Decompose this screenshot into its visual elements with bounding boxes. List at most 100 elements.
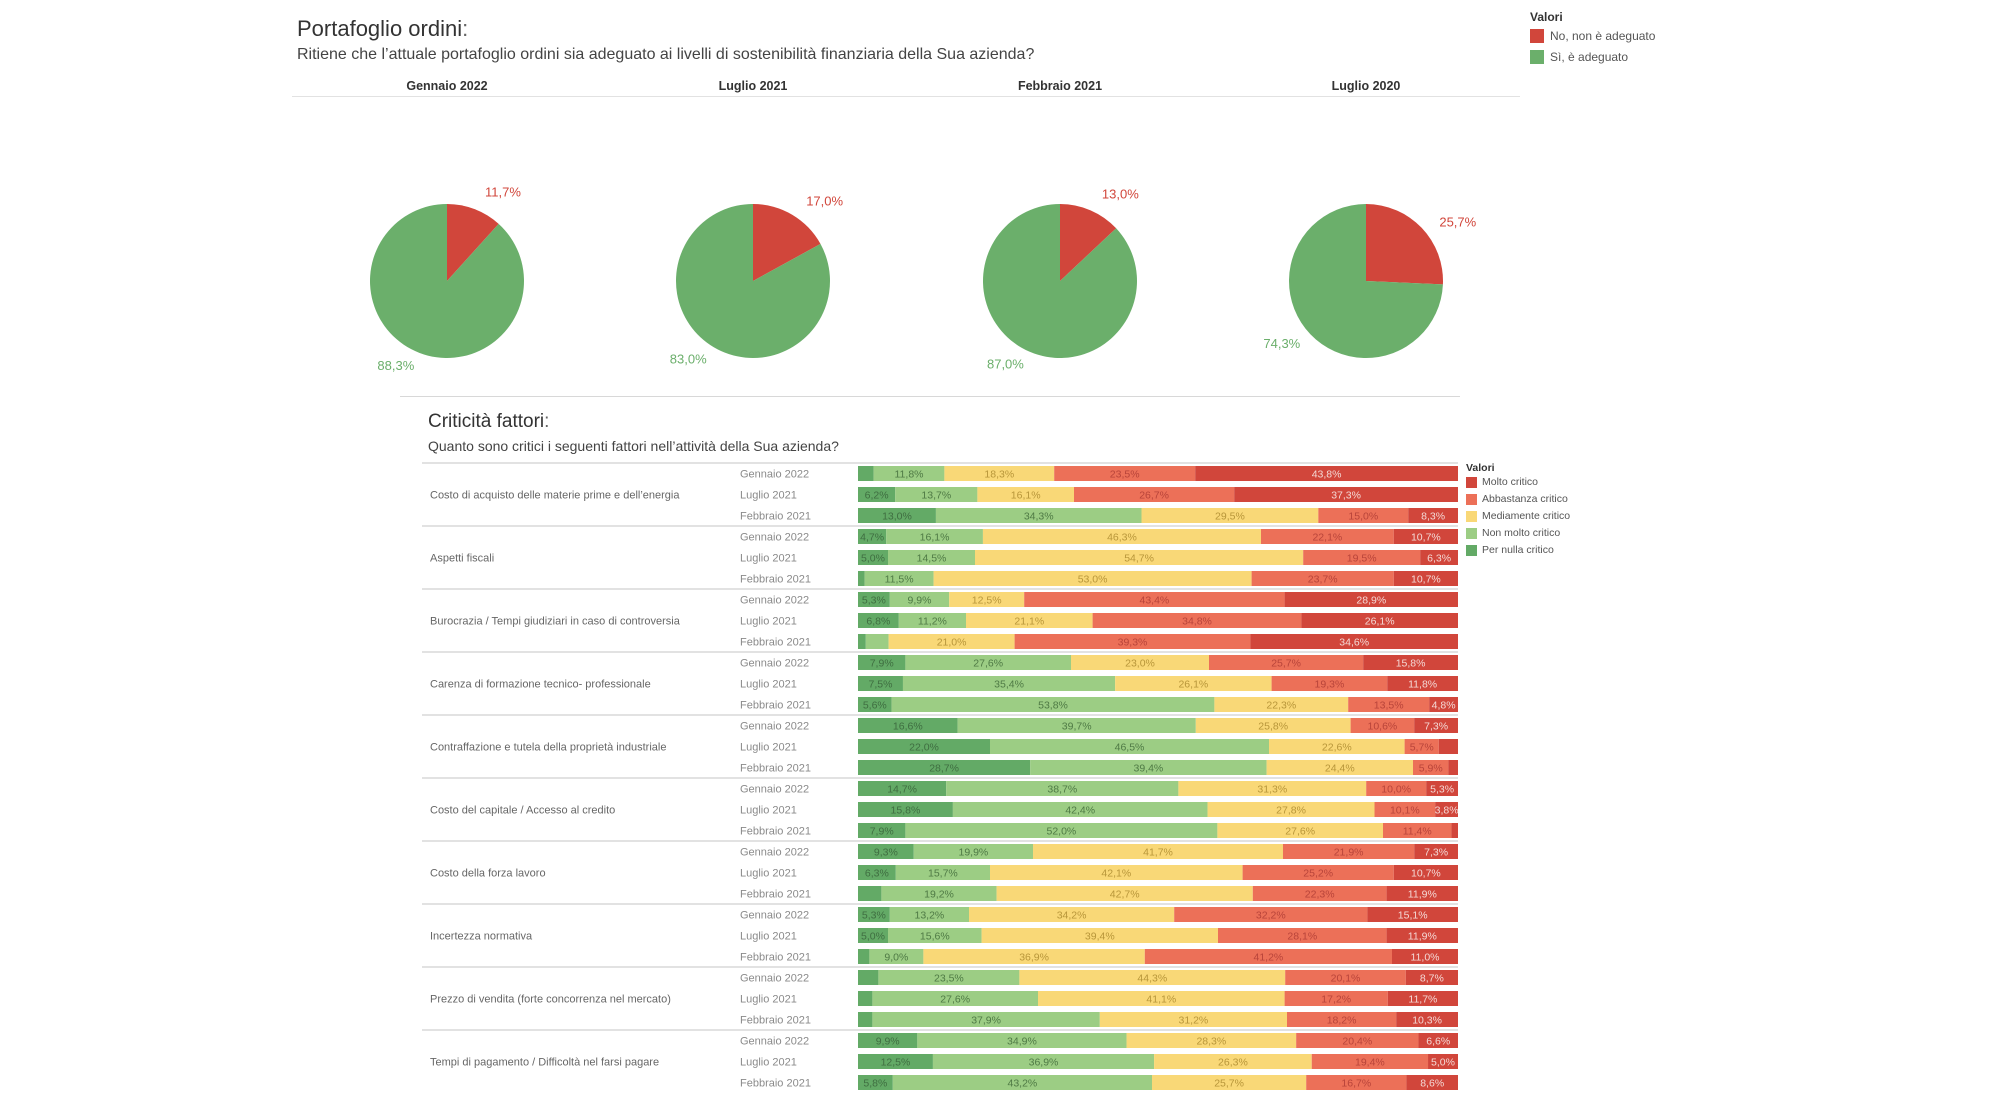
bar-segment-abbastanza-critico[interactable] bbox=[1024, 592, 1285, 607]
bar-segment-molto-critico[interactable] bbox=[1405, 970, 1458, 985]
bar-segment-mediamente-critico[interactable] bbox=[1033, 844, 1283, 859]
bar-segment-mediamente-critico[interactable] bbox=[982, 529, 1262, 544]
bar-segment-mediamente-critico[interactable] bbox=[966, 613, 1093, 628]
bar-segment-per-nulla-critico[interactable] bbox=[858, 928, 888, 943]
bar-segment-non-molto-critico[interactable] bbox=[872, 991, 1038, 1006]
bar-segment-abbastanza-critico[interactable] bbox=[1303, 550, 1421, 565]
legend-item[interactable]: Abbastanza critico bbox=[1466, 493, 1568, 505]
bar-segment-molto-critico[interactable] bbox=[1387, 676, 1458, 691]
bar-segment-abbastanza-critico[interactable] bbox=[1174, 907, 1368, 922]
legend-item[interactable]: Non molto critico bbox=[1466, 527, 1560, 539]
bar-segment-abbastanza-critico[interactable] bbox=[1218, 928, 1387, 943]
bar-segment-abbastanza-critico[interactable] bbox=[1144, 949, 1392, 964]
bar-segment-mediamente-critico[interactable] bbox=[977, 487, 1074, 502]
bar-segment-per-nulla-critico[interactable] bbox=[858, 1012, 873, 1027]
legend-item-no[interactable]: No, non è adeguato bbox=[1530, 29, 1655, 43]
bar-segment-mediamente-critico[interactable] bbox=[1115, 676, 1272, 691]
bar-segment-abbastanza-critico[interactable] bbox=[1287, 1012, 1397, 1027]
bar-segment-abbastanza-critico[interactable] bbox=[1311, 1054, 1429, 1069]
bar-segment-mediamente-critico[interactable] bbox=[1099, 1012, 1287, 1027]
bar-segment-abbastanza-critico[interactable] bbox=[1374, 802, 1436, 817]
bar-segment-mediamente-critico[interactable] bbox=[1217, 823, 1383, 838]
bar-segment-molto-critico[interactable] bbox=[1408, 508, 1458, 523]
bar-segment-mediamente-critico[interactable] bbox=[969, 907, 1175, 922]
pie-slice-not-adequate[interactable] bbox=[1366, 204, 1443, 285]
bar-segment-mediamente-critico[interactable] bbox=[975, 550, 1304, 565]
bar-segment-per-nulla-critico[interactable] bbox=[858, 550, 888, 565]
bar-segment-per-nulla-critico[interactable] bbox=[858, 760, 1031, 775]
bar-segment-molto-critico[interactable] bbox=[1451, 823, 1458, 838]
bar-segment-mediamente-critico[interactable] bbox=[1207, 802, 1375, 817]
bar-segment-mediamente-critico[interactable] bbox=[1154, 1054, 1312, 1069]
bar-segment-non-molto-critico[interactable] bbox=[873, 466, 945, 481]
bar-segment-molto-critico[interactable] bbox=[1250, 634, 1458, 649]
bar-segment-mediamente-critico[interactable] bbox=[888, 634, 1015, 649]
bar-segment-non-molto-critico[interactable] bbox=[952, 802, 1208, 817]
bar-segment-molto-critico[interactable] bbox=[1448, 760, 1458, 775]
bar-segment-abbastanza-critico[interactable] bbox=[1366, 781, 1427, 796]
bar-segment-per-nulla-critico[interactable] bbox=[858, 718, 958, 733]
bar-segment-non-molto-critico[interactable] bbox=[917, 1033, 1127, 1048]
bar-segment-non-molto-critico[interactable] bbox=[889, 907, 969, 922]
bar-segment-abbastanza-critico[interactable] bbox=[1285, 970, 1406, 985]
bar-segment-abbastanza-critico[interactable] bbox=[1092, 613, 1302, 628]
bar-segment-non-molto-critico[interactable] bbox=[935, 508, 1142, 523]
bar-segment-molto-critico[interactable] bbox=[1195, 466, 1458, 481]
bar-segment-non-molto-critico[interactable] bbox=[932, 1054, 1155, 1069]
pie-slice-adequate[interactable] bbox=[675, 204, 830, 359]
bar-segment-non-molto-critico[interactable] bbox=[946, 781, 1179, 796]
bar-segment-abbastanza-critico[interactable] bbox=[1282, 844, 1415, 859]
bar-segment-per-nulla-critico[interactable] bbox=[858, 697, 892, 712]
bar-segment-abbastanza-critico[interactable] bbox=[1271, 676, 1388, 691]
bar-segment-mediamente-critico[interactable] bbox=[923, 949, 1145, 964]
bar-segment-molto-critico[interactable] bbox=[1428, 1054, 1458, 1069]
legend-item[interactable]: Per nulla critico bbox=[1466, 544, 1554, 556]
pie-slice-adequate[interactable] bbox=[983, 204, 1137, 358]
bar-segment-molto-critico[interactable] bbox=[1387, 991, 1458, 1006]
bar-segment-per-nulla-critico[interactable] bbox=[858, 1033, 918, 1048]
bar-segment-per-nulla-critico[interactable] bbox=[858, 487, 896, 502]
bar-segment-mediamente-critico[interactable] bbox=[1178, 781, 1367, 796]
bar-segment-per-nulla-critico[interactable] bbox=[858, 613, 899, 628]
bar-segment-per-nulla-critico[interactable] bbox=[858, 676, 903, 691]
bar-segment-abbastanza-critico[interactable] bbox=[1054, 466, 1196, 481]
bar-segment-molto-critico[interactable] bbox=[1414, 844, 1458, 859]
bar-segment-molto-critico[interactable] bbox=[1420, 550, 1458, 565]
bar-segment-abbastanza-critico[interactable] bbox=[1306, 1075, 1407, 1090]
bar-segment-abbastanza-critico[interactable] bbox=[1348, 697, 1430, 712]
bar-segment-non-molto-critico[interactable] bbox=[895, 487, 978, 502]
bar-segment-molto-critico[interactable] bbox=[1392, 949, 1458, 964]
bar-segment-mediamente-critico[interactable] bbox=[1038, 991, 1285, 1006]
bar-segment-mediamente-critico[interactable] bbox=[996, 886, 1253, 901]
bar-segment-abbastanza-critico[interactable] bbox=[1252, 886, 1387, 901]
bar-segment-non-molto-critico[interactable] bbox=[891, 697, 1215, 712]
bar-segment-mediamente-critico[interactable] bbox=[1071, 655, 1209, 670]
bar-segment-mediamente-critico[interactable] bbox=[1214, 697, 1349, 712]
bar-segment-per-nulla-critico[interactable] bbox=[858, 886, 882, 901]
bar-segment-per-nulla-critico[interactable] bbox=[858, 592, 890, 607]
bar-segment-per-nulla-critico[interactable] bbox=[858, 655, 906, 670]
bar-segment-non-molto-critico[interactable] bbox=[888, 928, 982, 943]
bar-segment-non-molto-critico[interactable] bbox=[878, 970, 1020, 985]
bar-segment-molto-critico[interactable] bbox=[1367, 907, 1458, 922]
bar-segment-molto-critico[interactable] bbox=[1234, 487, 1458, 502]
bar-segment-per-nulla-critico[interactable] bbox=[858, 907, 890, 922]
pie-slice-adequate[interactable] bbox=[1289, 204, 1443, 358]
bar-segment-abbastanza-critico[interactable] bbox=[1284, 991, 1388, 1006]
bar-segment-non-molto-critico[interactable] bbox=[865, 634, 889, 649]
bar-segment-molto-critico[interactable] bbox=[1393, 571, 1458, 586]
bar-segment-non-molto-critico[interactable] bbox=[898, 613, 966, 628]
bar-segment-non-molto-critico[interactable] bbox=[905, 655, 1071, 670]
bar-segment-molto-critico[interactable] bbox=[1396, 1012, 1458, 1027]
bar-segment-non-molto-critico[interactable] bbox=[881, 886, 997, 901]
bar-segment-non-molto-critico[interactable] bbox=[864, 571, 934, 586]
bar-segment-per-nulla-critico[interactable] bbox=[858, 781, 947, 796]
bar-segment-per-nulla-critico[interactable] bbox=[858, 571, 865, 586]
bar-segment-molto-critico[interactable] bbox=[1393, 865, 1458, 880]
bar-segment-per-nulla-critico[interactable] bbox=[858, 802, 953, 817]
bar-segment-abbastanza-critico[interactable] bbox=[1209, 655, 1364, 670]
bar-segment-molto-critico[interactable] bbox=[1418, 1033, 1458, 1048]
bar-segment-mediamente-critico[interactable] bbox=[949, 592, 1025, 607]
legend-item[interactable]: Molto critico bbox=[1466, 476, 1538, 488]
bar-segment-mediamente-critico[interactable] bbox=[933, 571, 1252, 586]
